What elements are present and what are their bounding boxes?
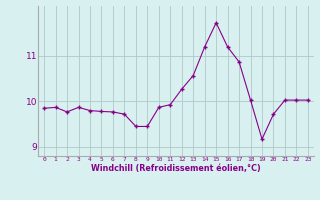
X-axis label: Windchill (Refroidissement éolien,°C): Windchill (Refroidissement éolien,°C) bbox=[91, 164, 261, 173]
